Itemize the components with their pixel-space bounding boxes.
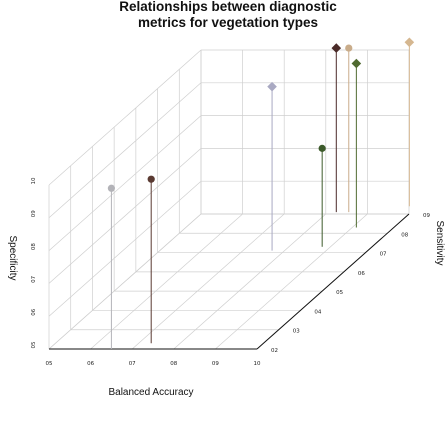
data-point-diamond <box>331 43 342 53</box>
data-points <box>107 37 415 192</box>
y-tick-label: 08 <box>401 232 408 238</box>
floor-grid-line <box>90 213 243 350</box>
y-axis-line <box>256 213 410 350</box>
y-tick-labels: 02 03 04 05 06 07 08 09 <box>271 213 430 354</box>
x-tick-labels: 05 06 07 08 09 10 <box>46 361 261 367</box>
z-tick-label: 09 <box>31 210 37 217</box>
data-point-diamond <box>404 37 415 48</box>
wall-grid-line <box>48 180 202 317</box>
y-tick-label: 04 <box>314 309 321 315</box>
z-axis-label: Specificity <box>7 235 18 280</box>
x-axis-label: Balanced Accuracy <box>108 387 193 398</box>
x-tick-label: 09 <box>212 361 219 367</box>
z-tick-labels: 05 06 07 08 09 10 <box>31 177 37 348</box>
data-point-circle <box>107 184 115 192</box>
data-point-diamond <box>351 58 362 69</box>
floor-grid-line <box>173 213 327 350</box>
wall-grid-line <box>48 148 202 284</box>
y-tick-label: 03 <box>293 329 300 335</box>
z-tick-label: 07 <box>31 275 37 282</box>
z-tick-label: 10 <box>31 177 37 184</box>
y-tick-label: 06 <box>358 271 365 277</box>
plot-box <box>49 213 410 350</box>
x-tick-label: 06 <box>87 361 94 367</box>
data-point-circle <box>345 44 353 52</box>
y-tick-label: 07 <box>380 252 387 258</box>
wall-grid-line <box>48 213 202 350</box>
y-tick-label: 05 <box>336 290 343 296</box>
wall-grid-line <box>48 82 202 219</box>
chart-title-line-2: metrics for vegetation types <box>138 15 318 30</box>
floor-grid-line <box>215 213 368 350</box>
data-point-circle <box>318 144 326 152</box>
x-tick-label: 05 <box>46 361 53 367</box>
y-tick-label: 09 <box>423 213 430 219</box>
wall-grid-line <box>48 49 202 186</box>
x-tick-label: 10 <box>254 361 261 367</box>
point-stems <box>110 42 410 349</box>
x-tick-label: 08 <box>170 361 177 367</box>
z-tick-label: 05 <box>31 341 37 348</box>
z-tick-label: 08 <box>31 243 37 250</box>
y-axis-label: Sensitivity <box>434 220 445 265</box>
y-tick-label: 02 <box>271 348 278 354</box>
floor-grid-line <box>131 213 285 350</box>
wall-grid-line <box>48 115 202 251</box>
z-tick-label: 06 <box>31 308 37 315</box>
chart-title-line-1: Relationships between diagnostic <box>119 0 337 14</box>
data-point-circle <box>147 175 155 183</box>
x-tick-label: 07 <box>129 361 136 367</box>
data-point-diamond <box>267 81 277 92</box>
plot-grid <box>48 49 410 350</box>
